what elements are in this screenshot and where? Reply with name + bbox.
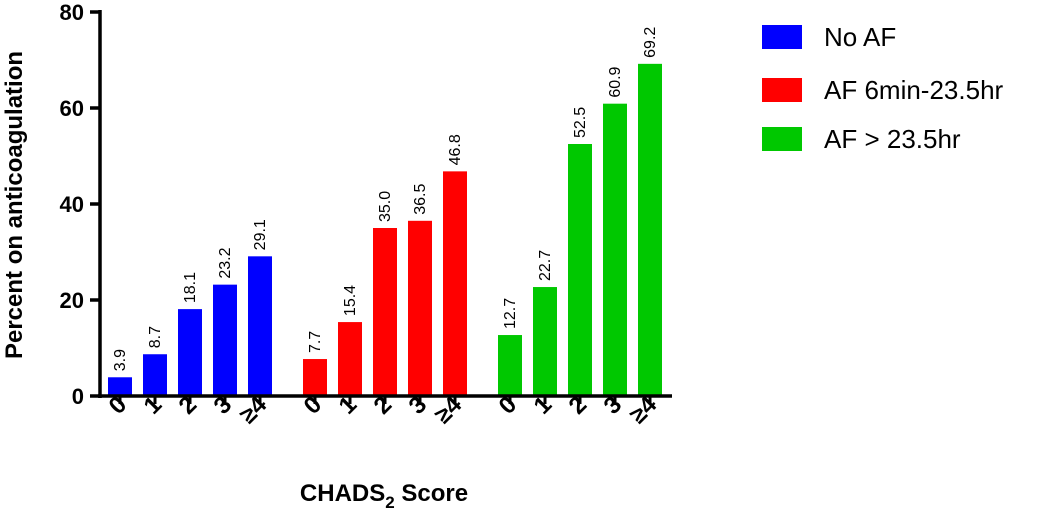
bar: [408, 220, 432, 396]
data-label: 18.1: [182, 272, 199, 303]
x-axis-title-tail: Score: [395, 480, 468, 507]
y-tick-label: 20: [60, 288, 84, 313]
legend-label: No AF: [824, 22, 896, 52]
data-label: 12.7: [502, 298, 519, 329]
data-label: 7.7: [307, 331, 324, 353]
bar: [533, 287, 557, 396]
y-axis: 0 20 40 60 80: [60, 0, 102, 409]
legend-swatch: [762, 78, 802, 102]
y-tick-label: 0: [72, 384, 84, 409]
data-label: 35.0: [377, 191, 394, 222]
bar: [443, 171, 467, 396]
x-axis-title-subscript: 2: [385, 493, 394, 510]
legend-label: AF > 23.5hr: [824, 124, 961, 154]
y-tick-label: 60: [60, 96, 84, 121]
data-label: 29.1: [252, 219, 269, 250]
data-label: 15.4: [342, 285, 359, 316]
x-axis-title-main: CHADS: [300, 480, 385, 507]
bar: [603, 103, 627, 397]
bar: [248, 256, 272, 396]
legend-swatch: [762, 127, 802, 151]
data-label: 22.7: [537, 250, 554, 281]
bars-layer: [108, 63, 662, 397]
bar: [498, 335, 522, 396]
bar: [178, 309, 202, 396]
bar: [303, 359, 327, 396]
data-label: 36.5: [412, 184, 429, 215]
bar: [143, 354, 167, 396]
data-label: 46.8: [447, 134, 464, 165]
data-label: 60.9: [607, 66, 624, 97]
legend: No AF AF 6min-23.5hr AF > 23.5hr: [762, 22, 1004, 154]
bar: [213, 284, 237, 396]
y-tick-label: 40: [60, 192, 84, 217]
legend-swatch: [762, 25, 802, 49]
bar: [373, 228, 397, 396]
bar: [338, 322, 362, 396]
x-axis: 0 1 2 3≥4 0 1 2 3≥4 0 1 2 3≥4: [98, 391, 672, 429]
bar: [638, 63, 662, 397]
data-label: 69.2: [642, 27, 659, 58]
legend-label: AF 6min-23.5hr: [824, 75, 1004, 105]
data-label: 3.9: [112, 349, 129, 371]
data-labels-layer: 3.9 8.7 18.1 23.2 29.1 7.7 15.4 35.0 36.5 46.8 12.…: [112, 27, 659, 372]
x-axis-title: CHADS2 Score: [300, 480, 468, 510]
data-label: 23.2: [217, 247, 234, 278]
bar: [108, 377, 132, 396]
data-label: 8.7: [147, 326, 164, 348]
y-axis-title: Percent on anticoagulation: [1, 51, 28, 359]
bar: [568, 144, 592, 396]
y-tick-label: 80: [60, 0, 84, 25]
data-label: 52.5: [572, 107, 589, 138]
